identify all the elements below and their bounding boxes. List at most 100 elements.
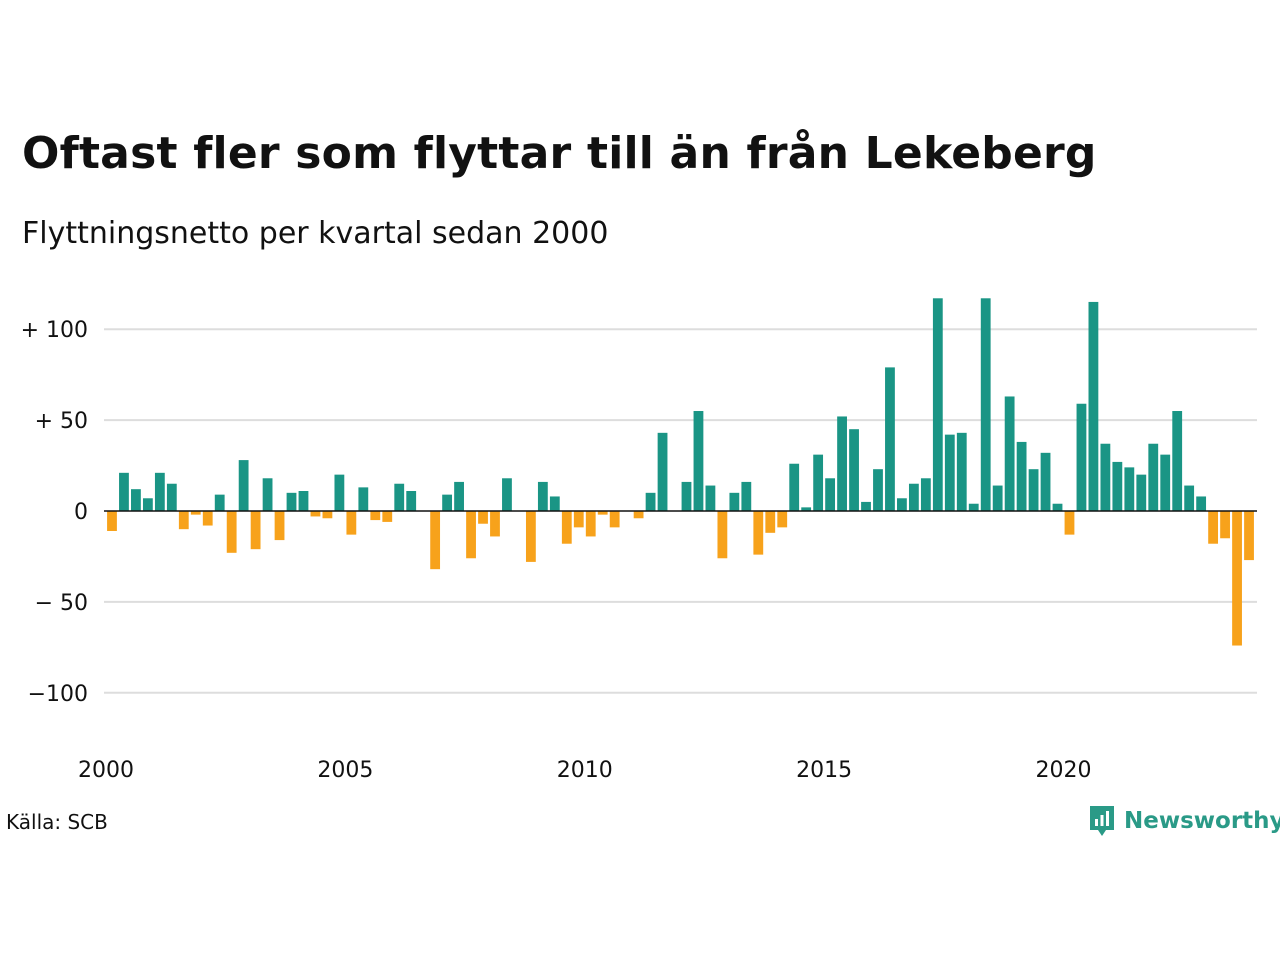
x-tick-label: 2015	[796, 758, 852, 783]
bar	[370, 511, 381, 521]
bar	[466, 511, 476, 559]
bar	[825, 478, 836, 511]
bar	[1064, 511, 1075, 535]
bar	[1088, 301, 1099, 511]
bar	[861, 501, 871, 511]
bar	[346, 511, 357, 535]
bar	[813, 454, 824, 511]
bar	[107, 511, 117, 531]
bar	[920, 478, 931, 511]
bar	[1028, 469, 1039, 511]
bar	[1124, 467, 1135, 511]
bar	[897, 498, 907, 511]
bar	[1232, 511, 1242, 646]
bar	[286, 492, 297, 511]
bar-chart: + 100 + 50 0 − 50 −100 2000 2005 2010 2015 2020	[21, 298, 1257, 783]
bar	[1184, 485, 1195, 511]
bar	[298, 491, 309, 511]
bar	[693, 411, 704, 511]
bar	[1112, 461, 1123, 511]
bar	[1136, 474, 1147, 511]
bar	[226, 511, 237, 553]
grid-lines	[104, 328, 1257, 694]
bar	[1040, 452, 1051, 511]
bar	[131, 489, 141, 511]
bar	[454, 481, 464, 511]
bar	[214, 494, 225, 511]
bar	[525, 511, 536, 562]
bar	[789, 463, 800, 511]
bar	[968, 503, 979, 511]
bar	[238, 460, 249, 511]
bar	[250, 511, 261, 550]
bar	[154, 472, 165, 511]
bar	[597, 511, 608, 515]
y-axis-ticks: + 100 + 50 0 − 50 −100	[21, 318, 88, 707]
x-tick-label: 2005	[317, 758, 373, 783]
y-tick-label: + 100	[21, 318, 88, 343]
bar	[549, 496, 560, 511]
bar	[705, 485, 716, 511]
bar	[573, 511, 584, 528]
bar	[837, 416, 847, 511]
x-axis-ticks: 2000 2005 2010 2015 2020	[78, 758, 1092, 783]
bar	[274, 511, 285, 541]
bar	[741, 481, 752, 511]
bar	[561, 511, 572, 544]
bar	[609, 511, 620, 528]
bar	[1244, 511, 1254, 561]
bar	[334, 474, 345, 511]
bar	[729, 492, 740, 511]
bar	[1100, 443, 1111, 511]
bar	[322, 511, 333, 519]
bar	[645, 492, 656, 511]
bar	[1172, 411, 1183, 511]
source-note: Källa: SCB	[6, 810, 108, 834]
bar	[358, 487, 369, 511]
bar	[980, 298, 991, 511]
bar	[262, 478, 273, 511]
bar	[992, 485, 1003, 511]
chart-title: Oftast fler som flyttar till än från Lek…	[22, 128, 1097, 179]
bar	[142, 498, 153, 511]
bars	[107, 298, 1254, 646]
y-tick-label: −100	[28, 682, 88, 707]
chart-subtitle: Flyttningsnetto per kvartal sedan 2000	[22, 216, 609, 251]
bar	[717, 511, 728, 559]
bar	[394, 483, 405, 511]
bar	[801, 507, 812, 511]
bar	[119, 472, 129, 511]
bar	[777, 511, 788, 528]
bar	[944, 434, 955, 511]
bar	[681, 481, 692, 511]
bar	[908, 483, 919, 511]
bar	[1052, 503, 1063, 511]
bar	[190, 511, 201, 515]
bar	[873, 469, 883, 511]
bar	[1148, 443, 1159, 511]
y-tick-label: 0	[74, 500, 88, 525]
bar	[753, 511, 764, 555]
bar	[849, 429, 859, 511]
brand-name: Newsworthy	[1124, 808, 1280, 834]
bar	[310, 511, 321, 517]
x-tick-label: 2000	[78, 758, 134, 783]
bar	[657, 432, 668, 511]
bar	[1076, 403, 1087, 511]
bar	[490, 511, 500, 537]
bar	[406, 491, 417, 511]
bar	[1220, 511, 1230, 539]
bar	[1004, 396, 1015, 511]
x-tick-label: 2010	[557, 758, 613, 783]
bar	[1208, 511, 1219, 544]
bar	[1016, 441, 1027, 511]
bar	[478, 511, 488, 524]
bar	[932, 298, 943, 511]
bar	[1160, 454, 1171, 511]
bar	[202, 511, 213, 526]
newsworthy-logo-icon	[1090, 806, 1114, 836]
bar	[956, 432, 967, 511]
bar	[502, 478, 512, 511]
brand-logo: Newsworthy	[1088, 804, 1280, 838]
bar	[633, 511, 644, 519]
